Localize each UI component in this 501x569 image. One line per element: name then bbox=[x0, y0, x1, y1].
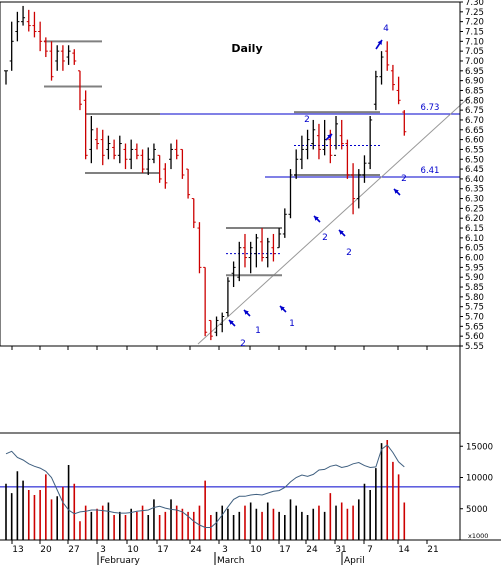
annotation-arrowhead bbox=[377, 40, 382, 45]
price-tick-label: 6.95 bbox=[465, 67, 484, 77]
chart-title: Daily bbox=[231, 42, 262, 55]
price-tick-label: 6.85 bbox=[465, 86, 484, 96]
annotation-label: 1 bbox=[289, 319, 295, 329]
annotation-arrowhead bbox=[394, 189, 399, 194]
price-tick-label: 6.15 bbox=[465, 224, 484, 234]
annotation-arrowhead bbox=[327, 134, 332, 139]
price-tick-label: 7.10 bbox=[465, 37, 484, 47]
annotation-arrowhead bbox=[244, 310, 249, 315]
price-tick-label: 7.00 bbox=[465, 57, 484, 67]
price-tick-label: 6.50 bbox=[465, 155, 484, 165]
annotation-arrowhead bbox=[314, 216, 319, 221]
volume-tick-label: 10000 bbox=[466, 474, 493, 484]
volume-tick-label: 15000 bbox=[466, 442, 493, 452]
x-day-label: 10 bbox=[250, 545, 262, 555]
price-tick-label: 5.80 bbox=[465, 293, 484, 303]
price-tick-label: 5.95 bbox=[465, 263, 484, 273]
annotation-arrowhead bbox=[339, 230, 344, 235]
annotation-label: 2 bbox=[240, 339, 246, 349]
range-boxes bbox=[44, 40, 380, 277]
x-day-label: 3 bbox=[222, 545, 228, 555]
price-tick-label: 6.25 bbox=[465, 204, 484, 214]
price-tick-label: 5.75 bbox=[465, 303, 484, 313]
x-day-label: 13 bbox=[12, 545, 23, 555]
price-tick-label: 6.75 bbox=[465, 106, 484, 116]
price-tick-label: 5.55 bbox=[465, 342, 484, 352]
annotation-label: 2 bbox=[401, 174, 407, 184]
price-tick-label: 5.65 bbox=[465, 322, 484, 332]
x-day-label: 17 bbox=[157, 545, 168, 555]
x-day-label: 3 bbox=[100, 545, 106, 555]
x-day-label: 24 bbox=[190, 545, 202, 555]
annotation-arrowhead bbox=[229, 320, 234, 325]
price-tick-label: 6.80 bbox=[465, 96, 484, 106]
price-tick-label: 7.30 bbox=[465, 0, 484, 8]
price-tick-label: 6.40 bbox=[465, 175, 484, 185]
price-tick-label: 6.10 bbox=[465, 234, 484, 244]
price-tick-label: 6.70 bbox=[465, 116, 484, 126]
price-tick-label: 6.65 bbox=[465, 126, 484, 136]
x-day-label: 24 bbox=[306, 545, 318, 555]
price-tick-label: 7.05 bbox=[465, 47, 484, 57]
price-tick-label: 5.90 bbox=[465, 273, 484, 283]
annotation-label: 2 bbox=[346, 248, 352, 258]
x-month-label: March bbox=[217, 556, 244, 565]
level-label: 6.41 bbox=[421, 166, 440, 176]
x-day-label: 31 bbox=[335, 545, 346, 555]
x-day-label: 27 bbox=[68, 545, 79, 555]
annotation-arrowhead bbox=[280, 306, 285, 311]
x-day-label: 14 bbox=[398, 545, 410, 555]
price-tick-label: 6.90 bbox=[465, 77, 484, 87]
price-tick-label: 6.60 bbox=[465, 136, 484, 146]
price-tick-label: 5.70 bbox=[465, 313, 484, 323]
x-day-label: 21 bbox=[427, 545, 438, 555]
price-tick-label: 6.35 bbox=[465, 185, 484, 195]
volume-multiplier: x1000 bbox=[468, 532, 488, 540]
x-day-label: 10 bbox=[127, 545, 139, 555]
trendline bbox=[197, 95, 471, 345]
price-tick-label: 5.85 bbox=[465, 283, 484, 293]
annotation-label: 1 bbox=[255, 326, 261, 336]
level-label: 6.73 bbox=[421, 103, 440, 113]
volume-ma bbox=[5, 444, 405, 528]
price-bars bbox=[4, 5, 407, 341]
x-day-label: 17 bbox=[279, 545, 290, 555]
x-month-label: April bbox=[344, 556, 365, 565]
volume-ma-line bbox=[5, 444, 405, 528]
price-tick-label: 6.30 bbox=[465, 195, 484, 205]
price-tick-label: 6.45 bbox=[465, 165, 484, 175]
price-tick-label: 5.60 bbox=[465, 332, 484, 342]
price-tick-label: 7.15 bbox=[465, 27, 484, 37]
price-tick-label: 6.20 bbox=[465, 214, 484, 224]
x-day-label: 7 bbox=[367, 545, 373, 555]
price-tick-label: 6.05 bbox=[465, 244, 484, 254]
volume-tick-label: 5000 bbox=[466, 505, 488, 515]
price-tick-label: 6.00 bbox=[465, 254, 484, 264]
price-tick-label: 7.25 bbox=[465, 8, 484, 18]
volume-bars bbox=[5, 440, 406, 540]
annotation-label: 4 bbox=[383, 24, 389, 34]
x-month-label: February bbox=[100, 556, 141, 565]
x-day-label: 20 bbox=[40, 545, 52, 555]
annotation-label: 2 bbox=[322, 233, 328, 243]
price-tick-label: 6.55 bbox=[465, 145, 484, 155]
price-tick-label: 7.20 bbox=[465, 18, 484, 28]
annotation-label: 2 bbox=[304, 115, 310, 125]
